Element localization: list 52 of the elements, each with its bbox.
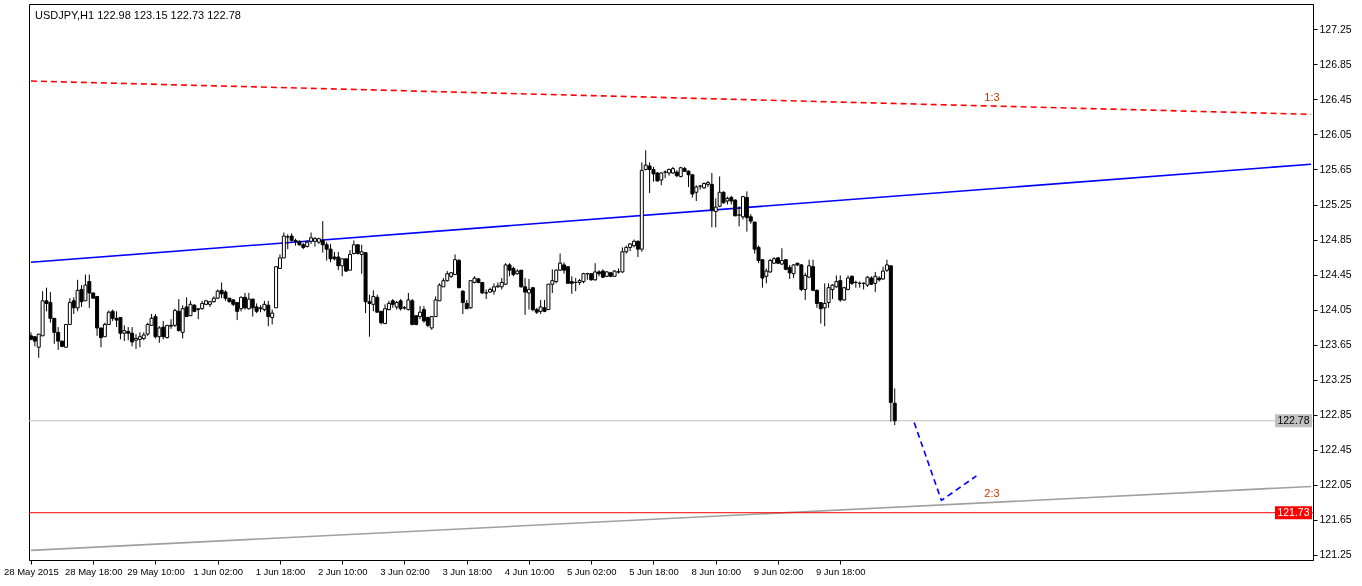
x-tick-label: 28 May 2015 [3,565,59,577]
series-label: 1:3 [984,91,1000,104]
candlestick [134,333,138,350]
candlestick [137,331,142,348]
candlestick [336,251,341,271]
y-tick-label: 124.45 [1319,268,1352,281]
y-tick-label: 121.25 [1319,548,1352,561]
candlestick [75,279,80,312]
y-tick-label: 126.05 [1319,127,1352,140]
y-tick-label: 121.65 [1319,513,1352,526]
x-tick-label: 29 May 10:00 [127,565,185,577]
y-tick-label: 124.05 [1319,303,1352,316]
y-tick-label: 122.45 [1319,443,1352,456]
ref-line-label: 121.73 [1277,505,1310,518]
candlestick [383,303,388,325]
y-tick-label: 126.85 [1319,57,1352,70]
x-tick-label: 5 Jun 02:00 [566,565,617,577]
x-tick-label: 9 Jun 02:00 [753,565,804,577]
x-tick-label: 5 Jun 18:00 [629,565,679,577]
y-tick-label: 126.45 [1319,92,1352,105]
x-tick-label: 1 Jun 02:00 [193,565,244,577]
candlestick [690,174,695,199]
candlestick [309,232,314,245]
ref-line-label: 122.78 [1277,413,1310,426]
x-tick-label: 2 Jun 10:00 [317,565,368,577]
y-tick-label: 123.25 [1319,373,1352,386]
y-tick-label: 125.65 [1319,162,1352,175]
x-tick-label: 4 Jun 10:00 [504,565,555,577]
y-tick-label: 124.85 [1319,233,1352,246]
x-tick-label: 28 May 18:00 [64,565,123,577]
x-tick-label: 9 Jun 18:00 [815,565,866,577]
candlestick [312,236,317,248]
chart-title: USDJPY,H1 122.98 123.15 122.73 122.78 [35,9,241,21]
y-tick-label: 125.25 [1319,198,1352,211]
candlestick [176,298,181,332]
candlestick [324,241,329,262]
x-tick-label: 3 Jun 02:00 [380,565,430,577]
candlestick [460,289,465,315]
x-tick-label: 3 Jun 18:00 [442,565,493,577]
y-tick-label: 127.25 [1319,22,1352,35]
candlestick [822,282,827,327]
candlestick [526,278,531,311]
candlestick [180,304,185,339]
series-label: 2:3 [984,487,1000,500]
y-tick-label: 122.05 [1319,478,1352,491]
candlestick [130,326,135,347]
x-tick-label: 1 Jun 18:00 [255,565,306,577]
y-tick-label: 123.65 [1319,338,1352,351]
x-tick-label: 8 Jun 10:00 [691,565,742,577]
candlestick [79,284,84,308]
y-tick-label: 122.85 [1319,408,1352,421]
candlestick [593,262,598,282]
